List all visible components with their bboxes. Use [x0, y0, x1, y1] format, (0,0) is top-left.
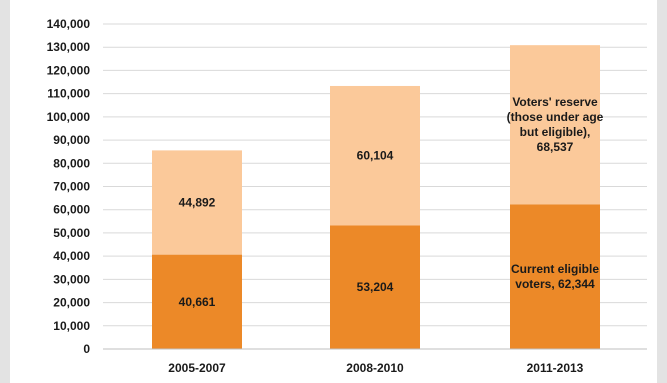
bars [152, 45, 600, 349]
data-label: 44,892 [179, 196, 216, 210]
y-tick-label: 100,000 [47, 110, 91, 124]
y-tick-label: 20,000 [53, 296, 90, 310]
data-label: 40,661 [179, 295, 216, 309]
y-tick-label: 130,000 [47, 40, 91, 54]
bar-segment-upper [152, 150, 242, 255]
chart-frame: 0 10,000 20,000 30,000 40,000 50,000 60,000 70,… [10, 0, 657, 383]
bar-segment-lower [152, 254, 242, 349]
x-tick-label: 2005-2007 [168, 361, 226, 375]
y-tick-label: 120,000 [47, 63, 91, 77]
bar-segment-upper [330, 85, 420, 226]
y-tick-label: 80,000 [53, 156, 90, 170]
data-label: Voters' reserve (those under age but eligi… [507, 95, 604, 154]
bar-segment-upper [510, 45, 600, 205]
x-axis: 2005-2007 2008-2010 2011-2013 [103, 348, 647, 375]
y-tick-label: 70,000 [53, 180, 90, 194]
y-tick-label: 0 [83, 342, 90, 356]
data-label: 60,104 [357, 149, 394, 163]
y-tick-label: 110,000 [47, 87, 90, 101]
y-tick-label: 40,000 [53, 249, 90, 263]
y-tick-label: 50,000 [53, 226, 90, 240]
x-tick-label: 2008-2010 [346, 361, 404, 375]
bar-segment-lower [510, 204, 600, 349]
y-tick-label: 10,000 [53, 319, 90, 333]
stacked-bar-chart: 0 10,000 20,000 30,000 40,000 50,000 60,000 70,… [47, 17, 647, 375]
y-tick-label: 90,000 [53, 133, 90, 147]
y-tick-label: 30,000 [53, 272, 90, 286]
data-labels: 40,661 44,892 53,204 60,104 Current eligible… [179, 95, 604, 309]
data-label: Current eligible voters, 62,344 [511, 262, 599, 291]
bar-segment-lower [330, 225, 420, 349]
data-label: 53,204 [357, 280, 394, 294]
x-tick-label: 2011-2013 [527, 361, 584, 375]
y-axis: 0 10,000 20,000 30,000 40,000 50,000 60,000 70,… [47, 17, 91, 356]
y-tick-label: 60,000 [53, 203, 90, 217]
y-tick-label: 140,000 [47, 17, 91, 31]
